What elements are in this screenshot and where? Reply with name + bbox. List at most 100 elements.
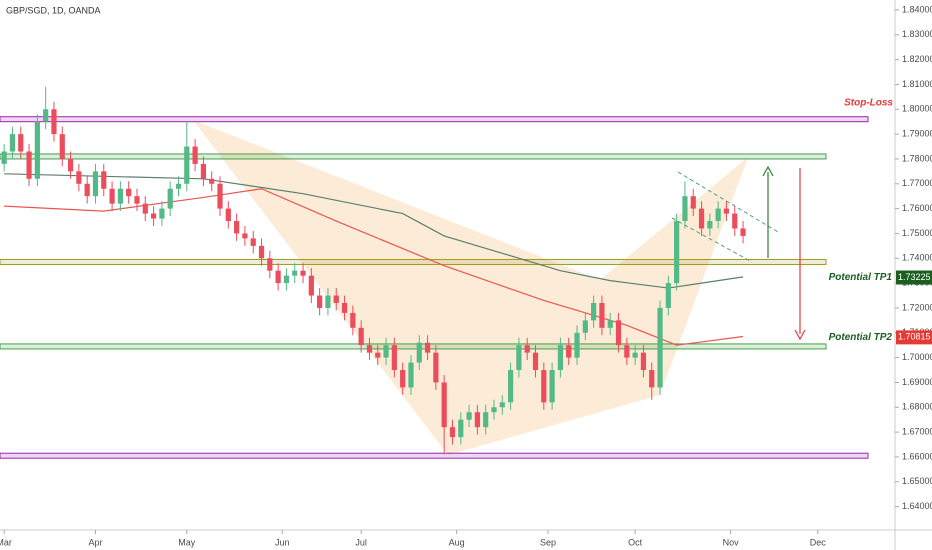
target-label: Potential TP1 bbox=[829, 272, 893, 283]
candle-body bbox=[732, 213, 738, 229]
x-tick-label: May bbox=[178, 537, 196, 547]
plot: 1.64000 1.65000 1.66000 1.67000 1.68000 1.690… bbox=[0, 4, 932, 547]
candle-body bbox=[300, 270, 306, 276]
candle-body bbox=[582, 320, 588, 333]
candle-body bbox=[126, 188, 132, 197]
pattern-leg bbox=[193, 120, 600, 455]
candle-body bbox=[698, 208, 705, 229]
candle-body bbox=[333, 295, 339, 303]
level-zone bbox=[0, 452, 869, 459]
chart-title: GBP/SGD, 1D, OANDA bbox=[6, 5, 101, 15]
y-tick-label: 1.65000 bbox=[902, 476, 932, 486]
price-tag bbox=[896, 270, 932, 285]
x-tick-label: Aug bbox=[449, 537, 465, 547]
candle-body bbox=[665, 283, 671, 308]
candle-body bbox=[549, 370, 555, 403]
candle-body bbox=[632, 352, 638, 358]
y-tick-label: 1.74000 bbox=[902, 253, 932, 263]
candle-body bbox=[400, 370, 406, 388]
y-tick-label: 1.66000 bbox=[902, 451, 932, 461]
x-tick-label: Nov bbox=[723, 537, 740, 547]
candle-body bbox=[690, 196, 696, 209]
drawings bbox=[671, 165, 806, 341]
candle-body bbox=[624, 345, 630, 358]
candle-body bbox=[59, 134, 65, 159]
y-tick-label: 1.64000 bbox=[902, 501, 932, 511]
candle-body bbox=[84, 183, 90, 197]
candle-body bbox=[458, 419, 464, 438]
candle-body bbox=[566, 345, 572, 358]
x-tick-label: Oct bbox=[628, 537, 643, 547]
candle-body bbox=[723, 208, 730, 214]
candle-body bbox=[43, 109, 49, 122]
x-tick-label: Jul bbox=[355, 537, 367, 547]
candle-body bbox=[591, 302, 597, 321]
y-tick-label: 1.83000 bbox=[902, 29, 932, 39]
candle-body bbox=[209, 178, 215, 184]
candle-body bbox=[615, 320, 622, 346]
candle-body bbox=[184, 146, 190, 184]
y-tick-label: 1.77000 bbox=[902, 178, 932, 188]
y-tick-label: 1.81000 bbox=[902, 79, 932, 89]
candle-body bbox=[715, 208, 721, 222]
candle-body bbox=[117, 188, 123, 204]
candle-body bbox=[258, 245, 265, 259]
candle-body bbox=[682, 196, 688, 222]
candle-body bbox=[250, 238, 256, 246]
y-tick-label: 1.68000 bbox=[902, 402, 932, 412]
candle-body bbox=[524, 345, 530, 353]
candle-body bbox=[341, 302, 348, 313]
y-tick-label: 1.84000 bbox=[902, 4, 932, 14]
candle-body bbox=[234, 221, 240, 234]
candle-body bbox=[674, 221, 680, 284]
candle-body bbox=[150, 213, 157, 219]
x-tick-label: Sep bbox=[540, 537, 556, 547]
down-arrow-head bbox=[794, 329, 806, 341]
candle-body bbox=[391, 345, 397, 371]
candle-body bbox=[740, 228, 746, 236]
up-arrow-head bbox=[762, 165, 774, 177]
candle-body bbox=[9, 134, 16, 152]
moving-average bbox=[4, 188, 744, 346]
candle-body bbox=[416, 342, 422, 363]
candle-body bbox=[424, 342, 431, 353]
candle-body bbox=[499, 402, 505, 408]
candle-body bbox=[649, 370, 655, 388]
candle-body bbox=[408, 362, 414, 388]
candle-body bbox=[101, 171, 107, 189]
candle-body bbox=[200, 163, 207, 179]
candle-body bbox=[142, 203, 148, 214]
channel-line bbox=[671, 217, 753, 263]
candle-body bbox=[92, 171, 99, 197]
candle-body bbox=[325, 295, 331, 308]
y-tick-label: 1.69000 bbox=[902, 377, 932, 387]
candle-body bbox=[375, 352, 381, 358]
candle-body bbox=[175, 183, 182, 189]
candle-body bbox=[350, 312, 356, 328]
candle-body bbox=[441, 382, 447, 428]
candle-body bbox=[109, 188, 115, 204]
candle-body bbox=[167, 188, 173, 209]
candle-body bbox=[76, 171, 82, 184]
candle-body bbox=[507, 370, 514, 403]
pattern bbox=[193, 120, 748, 455]
x-tick-label: Jun bbox=[275, 537, 290, 547]
candle-body bbox=[707, 221, 713, 229]
candle-body bbox=[358, 327, 364, 346]
y-tick-label: 1.82000 bbox=[902, 54, 932, 64]
candle-body bbox=[283, 275, 290, 284]
candle-body bbox=[267, 258, 273, 271]
price-tag-label: 1.70815 bbox=[898, 332, 931, 342]
candle-body bbox=[657, 307, 663, 388]
level-zone bbox=[0, 258, 827, 265]
candle-body bbox=[34, 121, 40, 179]
x-tick-label: Dec bbox=[810, 537, 827, 547]
y-tick-label: 1.79000 bbox=[902, 128, 932, 138]
candle-body bbox=[308, 275, 314, 296]
candle-body bbox=[159, 208, 165, 219]
candle-body bbox=[366, 345, 373, 353]
y-tick-label: 1.75000 bbox=[902, 228, 932, 238]
target-label: Potential TP2 bbox=[829, 332, 893, 343]
candle-body bbox=[599, 302, 605, 328]
